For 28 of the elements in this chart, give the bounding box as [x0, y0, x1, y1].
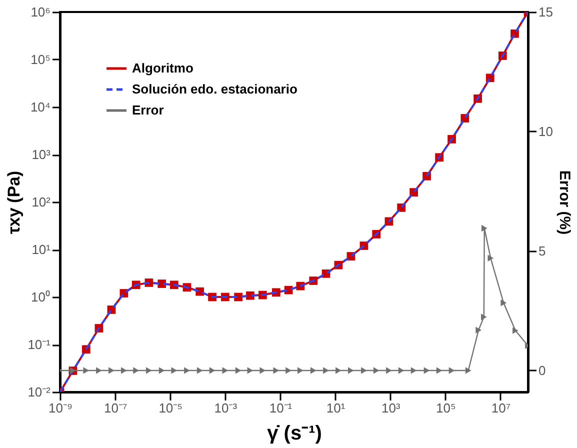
- y-tick-label: 10⁵: [30, 52, 50, 67]
- y-axis-title: τxy (Pa): [4, 170, 24, 234]
- x-tick-label: 10⁵: [436, 400, 456, 416]
- x-tick-label: 10⁻⁵: [158, 400, 183, 416]
- y2-tick-label: 0: [538, 362, 546, 378]
- y-tick-label: 10⁻²: [28, 384, 52, 400]
- x-tick-label: 10⁻¹: [269, 400, 293, 416]
- x-tick-label: 10⁻³: [214, 400, 238, 416]
- x-tick-label: 10³: [381, 400, 401, 416]
- legend-label: Error: [132, 102, 164, 118]
- legend-label: Solución edo. estacionario: [132, 82, 298, 96]
- legend-label: Algoritmo: [132, 60, 194, 76]
- x-tick-label: 10⁻⁹: [48, 400, 73, 416]
- y-tick-label: 10⁶: [30, 4, 50, 20]
- y2-tick-label: 10: [538, 124, 553, 139]
- y2-tick-label: 5: [538, 243, 546, 258]
- y-tick-label: 10²: [32, 194, 52, 210]
- y-tick-label: 10⁴: [30, 100, 50, 114]
- y-tick-label: 10¹: [32, 242, 52, 257]
- y-tick-label: 10³: [32, 147, 52, 162]
- x-tick-label: 10⁷: [491, 400, 511, 416]
- x-tick-label: 10⁻⁷: [104, 400, 128, 416]
- x-tick-label: 10¹: [326, 400, 346, 416]
- x-axis-title: γ̇ (s⁻¹): [267, 422, 322, 444]
- y2-axis-title: Error (%): [556, 170, 573, 235]
- y-tick-label: 10⁻¹: [28, 337, 52, 352]
- y-tick-label: 10⁰: [31, 290, 50, 304]
- y2-tick-label: 15: [538, 4, 553, 20]
